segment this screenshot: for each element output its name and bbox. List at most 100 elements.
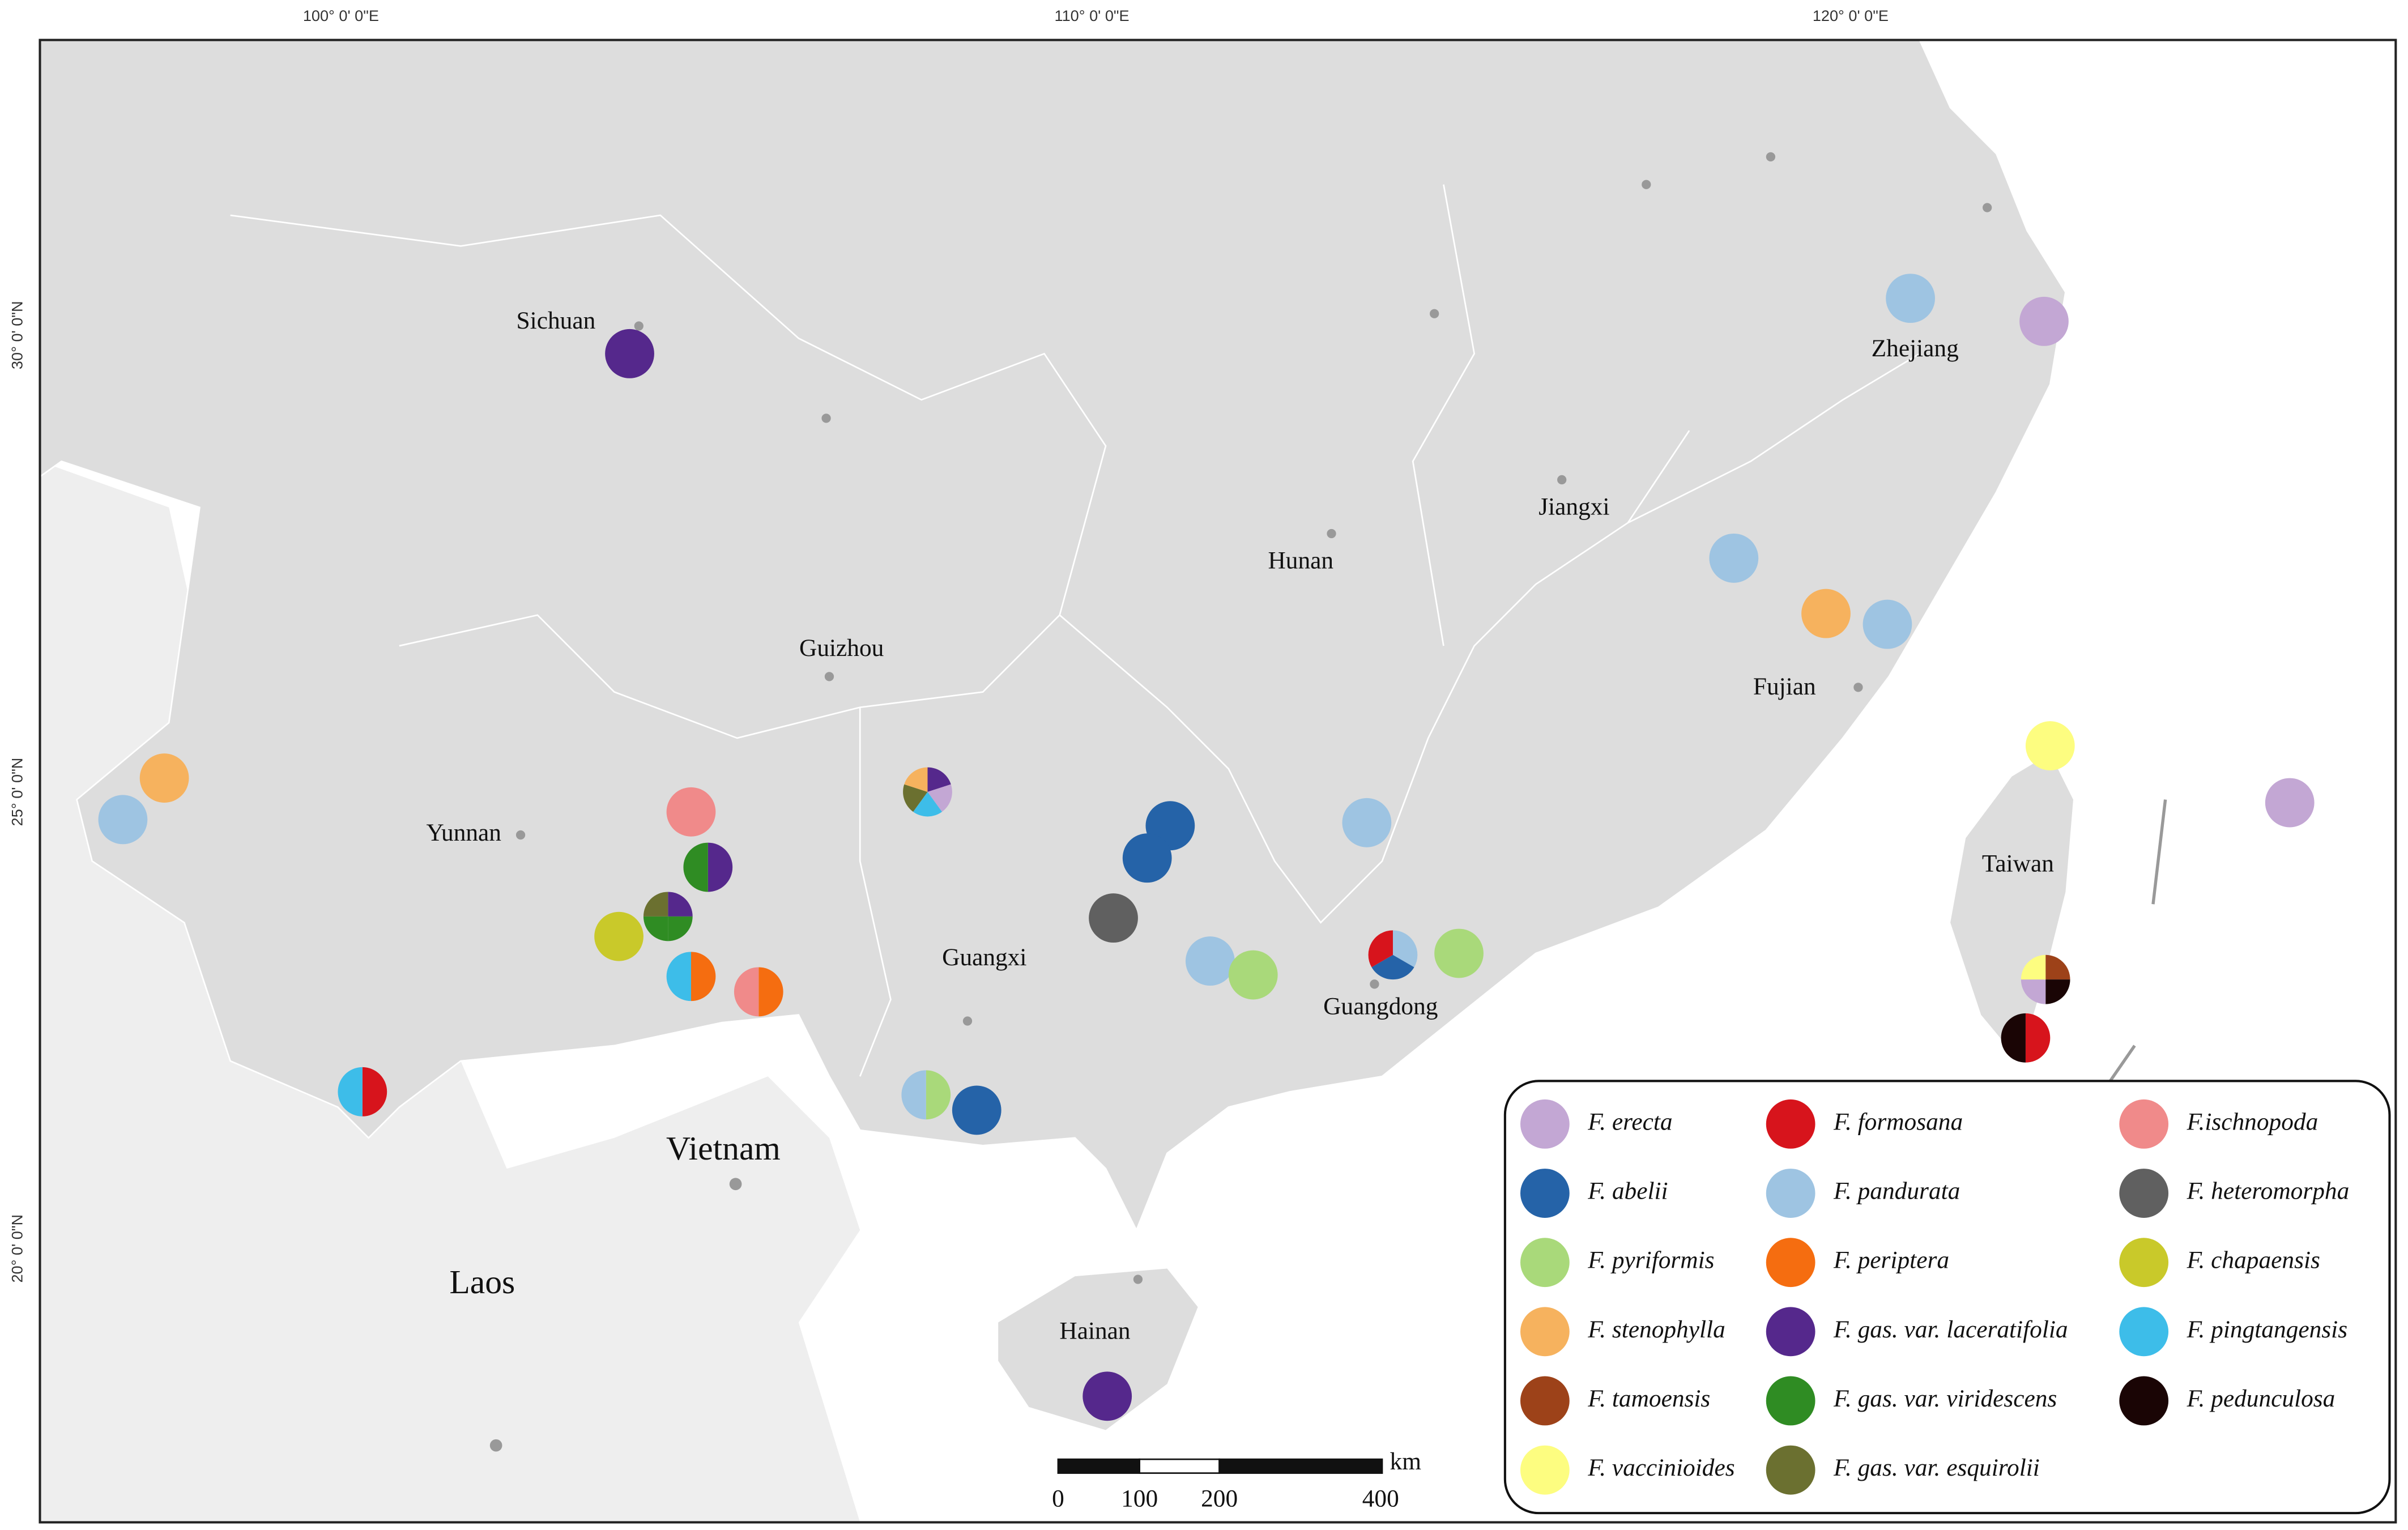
site-markers [98, 274, 2315, 1421]
china-land [39, 39, 2066, 1232]
marker-slice [668, 892, 693, 917]
province-borders [230, 184, 1920, 1077]
scale-bar: 0 100 200 400 km [1052, 1448, 1421, 1512]
latitude-label: 25° 0' 0"N [8, 758, 26, 826]
legend-swatch [2119, 1376, 2169, 1426]
country-label: Laos [449, 1263, 515, 1301]
marker-slice [2025, 1013, 2051, 1063]
province-label: Hainan [1059, 1317, 1131, 1344]
province-label: Fujian [1753, 673, 1816, 700]
site-marker [605, 329, 654, 378]
marker-slice [913, 792, 942, 817]
site-marker [2019, 296, 2069, 346]
marker-circle [2265, 778, 2315, 828]
marker-slice [901, 1070, 926, 1120]
marker-circle [1801, 589, 1851, 638]
marker-slice [927, 767, 951, 792]
neighbor-land [40, 461, 860, 1523]
province-label: Guizhou [799, 634, 884, 662]
city-star [634, 321, 643, 331]
marker-circle [952, 1085, 1001, 1135]
legend-swatch [1766, 1376, 1815, 1426]
site-marker [1185, 936, 1235, 986]
marker-slice [643, 892, 668, 917]
legend-label: F. pandurata [1833, 1177, 1960, 1204]
marker-circle [1185, 936, 1235, 986]
legend-swatch [2119, 1099, 2169, 1149]
marker-slice [1392, 930, 1418, 968]
border [1627, 353, 1920, 524]
legend-swatch [1766, 1169, 1815, 1218]
marker-slice [903, 784, 928, 812]
longitude-label: 110° 0' 0"E [1055, 7, 1130, 24]
marker-circle [1082, 1371, 1132, 1421]
marker-slice [926, 1070, 951, 1120]
city-star [1430, 309, 1439, 318]
city-star [729, 1178, 742, 1191]
scale-label: 400 [1362, 1485, 1399, 1512]
legend-label: F. chapaensis [2187, 1247, 2320, 1274]
legend-swatch [1766, 1238, 1815, 1288]
city-star [1766, 152, 1776, 162]
site-marker [2025, 721, 2075, 771]
province-label: Zhejiang [1872, 335, 1959, 362]
marker-circle [2019, 296, 2069, 346]
site-marker [1122, 833, 1172, 883]
marker-slice [2021, 954, 2046, 980]
legend-label: F. vaccinioides [1587, 1454, 1734, 1481]
inset-line [2151, 799, 2167, 905]
legend-label: F.ischnopoda [2187, 1108, 2319, 1135]
city-star [1370, 979, 1379, 989]
city-star [1133, 1275, 1143, 1284]
scale-segment [1218, 1458, 1383, 1474]
province-label: Guangdong [1323, 993, 1438, 1020]
province-label: Hunan [1268, 547, 1333, 574]
city-star [1327, 529, 1336, 539]
site-marker [1368, 930, 1418, 980]
latitude-label: 30° 0' 0"N [8, 301, 26, 369]
longitude-label: 100° 0' 0"E [303, 7, 379, 24]
site-marker [901, 1070, 951, 1120]
legend-label: F. gas. var. laceratifolia [1833, 1316, 2068, 1343]
legend-label: F. pedunculosa [2187, 1385, 2335, 1412]
marker-circle [1886, 274, 1935, 323]
legend-label: F. heteromorpha [2187, 1177, 2350, 1204]
map-frame [39, 39, 2397, 1524]
site-marker [1434, 928, 1484, 978]
legend-swatch [2119, 1169, 2169, 1218]
marker-slice [2045, 979, 2070, 1004]
site-marker [2021, 954, 2070, 1004]
marker-slice [683, 842, 708, 892]
scale-label: 100 [1121, 1485, 1158, 1512]
legend-swatch [1520, 1307, 1570, 1357]
marker-slice [734, 967, 759, 1017]
legend-label: F. erecta [1587, 1108, 1672, 1135]
legend-swatch [2119, 1307, 2169, 1357]
marker-circle [1342, 798, 1392, 847]
legend-label: F. abelii [1587, 1177, 1668, 1204]
city-star [1557, 475, 1567, 485]
legend-swatch [1520, 1099, 1570, 1149]
site-marker [2265, 778, 2315, 828]
legend-swatch [1766, 1445, 1815, 1495]
graticule-labels: 100° 0' 0"E 110° 0' 0"E 120° 0' 0"E 30° 0' … [8, 7, 1889, 1283]
site-marker [139, 753, 189, 803]
place-labels: Sichuan Guizhou Yunnan Guangxi Hunan Jiangxi F… [427, 307, 2055, 1345]
legend-label: F. stenophylla [1587, 1316, 1725, 1343]
site-marker [643, 892, 693, 941]
site-marker [594, 911, 643, 961]
site-marker [666, 787, 716, 837]
scale-unit: km [1390, 1448, 1422, 1475]
marker-slice [708, 842, 733, 892]
marker-slice [362, 1067, 387, 1116]
marker-circle [139, 753, 189, 803]
latitude-label: 20° 0' 0"N [8, 1214, 26, 1283]
marker-circle [1089, 893, 1138, 943]
marker-circle [2025, 721, 2075, 771]
site-marker [98, 795, 148, 845]
marker-slice [2001, 1013, 2026, 1063]
border [1059, 430, 1690, 924]
marker-slice [758, 967, 783, 1017]
marker-circle [1709, 533, 1759, 583]
legend-label: F. periptera [1833, 1247, 1949, 1274]
